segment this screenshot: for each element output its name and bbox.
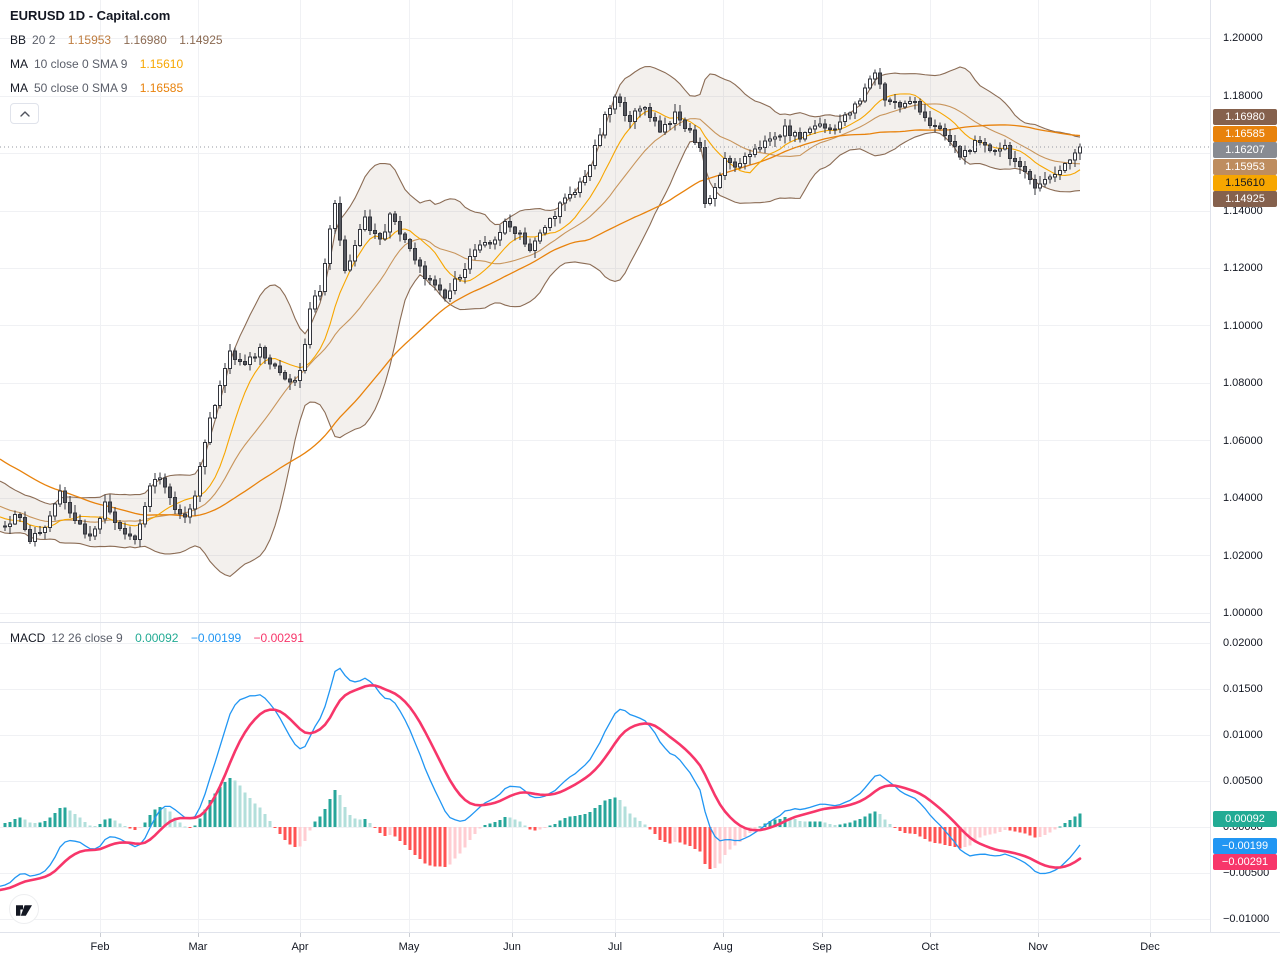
ma50-label: MA [10, 81, 28, 95]
price-tick-label: 1.08000 [1223, 377, 1263, 389]
legend-ma50[interactable]: MA 50 close 0 SMA 9 1.16585 [10, 81, 183, 95]
price-tick-label: 1.06000 [1223, 434, 1263, 447]
macd-label: MACD [10, 631, 46, 645]
ma50-params: 50 close 0 SMA 9 [34, 81, 128, 95]
macd-tick-label: −0.00500 [1223, 867, 1270, 879]
bb-basis-value: 1.15953 [67, 33, 112, 47]
month-tick [822, 933, 823, 937]
macd-tick-label: 0.01500 [1223, 683, 1263, 695]
price-tick-label: 1.04000 [1223, 492, 1263, 504]
month-tick [198, 933, 199, 937]
price-tick-label: 1.18000 [1223, 89, 1263, 102]
price-tick-label: 1.00000 [1223, 607, 1263, 619]
bb-lower-value: 1.14925 [179, 33, 223, 47]
month-tick [723, 933, 724, 937]
month-label: Sep [812, 941, 832, 953]
axis-price-tag: 1.16207 [1213, 142, 1277, 158]
bb-params: 20 2 [32, 33, 56, 47]
ma10-label: MA [10, 57, 28, 71]
ma10-value: 1.15610 [139, 57, 184, 71]
month-label: Oct [921, 941, 939, 953]
macd-tick-label: 0.00500 [1223, 775, 1263, 787]
macd-tick-label: −0.01000 [1223, 913, 1270, 925]
collapse-legend-button[interactable] [10, 103, 39, 124]
legend-bb[interactable]: BB 20 2 1.15953 1.16980 1.14925 [10, 33, 223, 47]
month-label: May [398, 941, 420, 953]
axis-price-tag: 1.16585 [1213, 126, 1277, 142]
month-label: Mar [188, 941, 208, 953]
month-tick [100, 933, 101, 937]
month-tick [409, 933, 410, 937]
legend-macd[interactable]: MACD 12 26 close 9 0.00092 −0.00199 −0.00… [10, 631, 304, 645]
bb-upper-value: 1.16980 [123, 33, 167, 47]
axis-price-tag: −0.00291 [1213, 854, 1277, 870]
tradingview-logo[interactable] [9, 894, 39, 929]
month-label: Apr [291, 941, 309, 953]
price-tick-label: 1.20000 [1223, 32, 1263, 44]
price-tick-label: 1.14000 [1223, 204, 1263, 217]
symbol-title[interactable]: EURUSD 1D - Capital.com [10, 8, 171, 23]
month-label: Feb [90, 941, 110, 953]
macd-tick-label: 0.01000 [1223, 729, 1263, 741]
month-tick [1150, 933, 1151, 937]
month-tick [1038, 933, 1039, 937]
macd-pane[interactable] [0, 622, 1210, 932]
axis-price-tag: −0.00199 [1213, 838, 1277, 854]
month-label: Jun [503, 941, 521, 953]
legend-ma10[interactable]: MA 10 close 0 SMA 9 1.15610 [10, 57, 183, 71]
macd-params: 12 26 close 9 [51, 631, 123, 645]
month-tick [300, 933, 301, 937]
macd-signal-value: −0.00291 [253, 631, 304, 645]
price-axis[interactable]: 1.200001.180001.160001.140001.120001.100… [1210, 0, 1280, 960]
macd-hist-value: 0.00092 [135, 631, 179, 645]
macd-line-value: −0.00199 [190, 631, 242, 645]
axis-price-tag: 0.00092 [1213, 811, 1277, 827]
axis-price-tag: 1.14925 [1213, 191, 1277, 207]
chevron-up-icon [19, 110, 30, 117]
month-label: Nov [1028, 941, 1048, 953]
time-axis[interactable]: Feb Mar Apr May Jun Jul Aug Sep Oct Nov Dec [0, 932, 1280, 960]
price-tick-label: 1.10000 [1223, 319, 1263, 332]
month-label: Jul [607, 941, 623, 953]
month-tick [930, 933, 931, 937]
month-tick [512, 933, 513, 937]
price-tick-label: 1.02000 [1223, 549, 1263, 562]
price-pane[interactable] [0, 0, 1210, 622]
axis-price-tag: 1.15610 [1213, 175, 1277, 191]
bb-label: BB [10, 33, 27, 47]
tradingview-icon [9, 894, 39, 924]
macd-tick-label: 0.02000 [1223, 637, 1263, 649]
ma10-params: 10 close 0 SMA 9 [34, 57, 128, 71]
month-label: Aug [713, 941, 733, 953]
axis-price-tag: 1.15953 [1213, 159, 1277, 175]
price-tick-label: 1.12000 [1223, 262, 1263, 274]
month-label: Dec [1140, 941, 1160, 953]
ma50-value: 1.16585 [139, 81, 184, 95]
month-tick [615, 933, 616, 937]
pane-separator[interactable] [0, 622, 1210, 623]
axis-price-tag: 1.16980 [1213, 109, 1277, 125]
